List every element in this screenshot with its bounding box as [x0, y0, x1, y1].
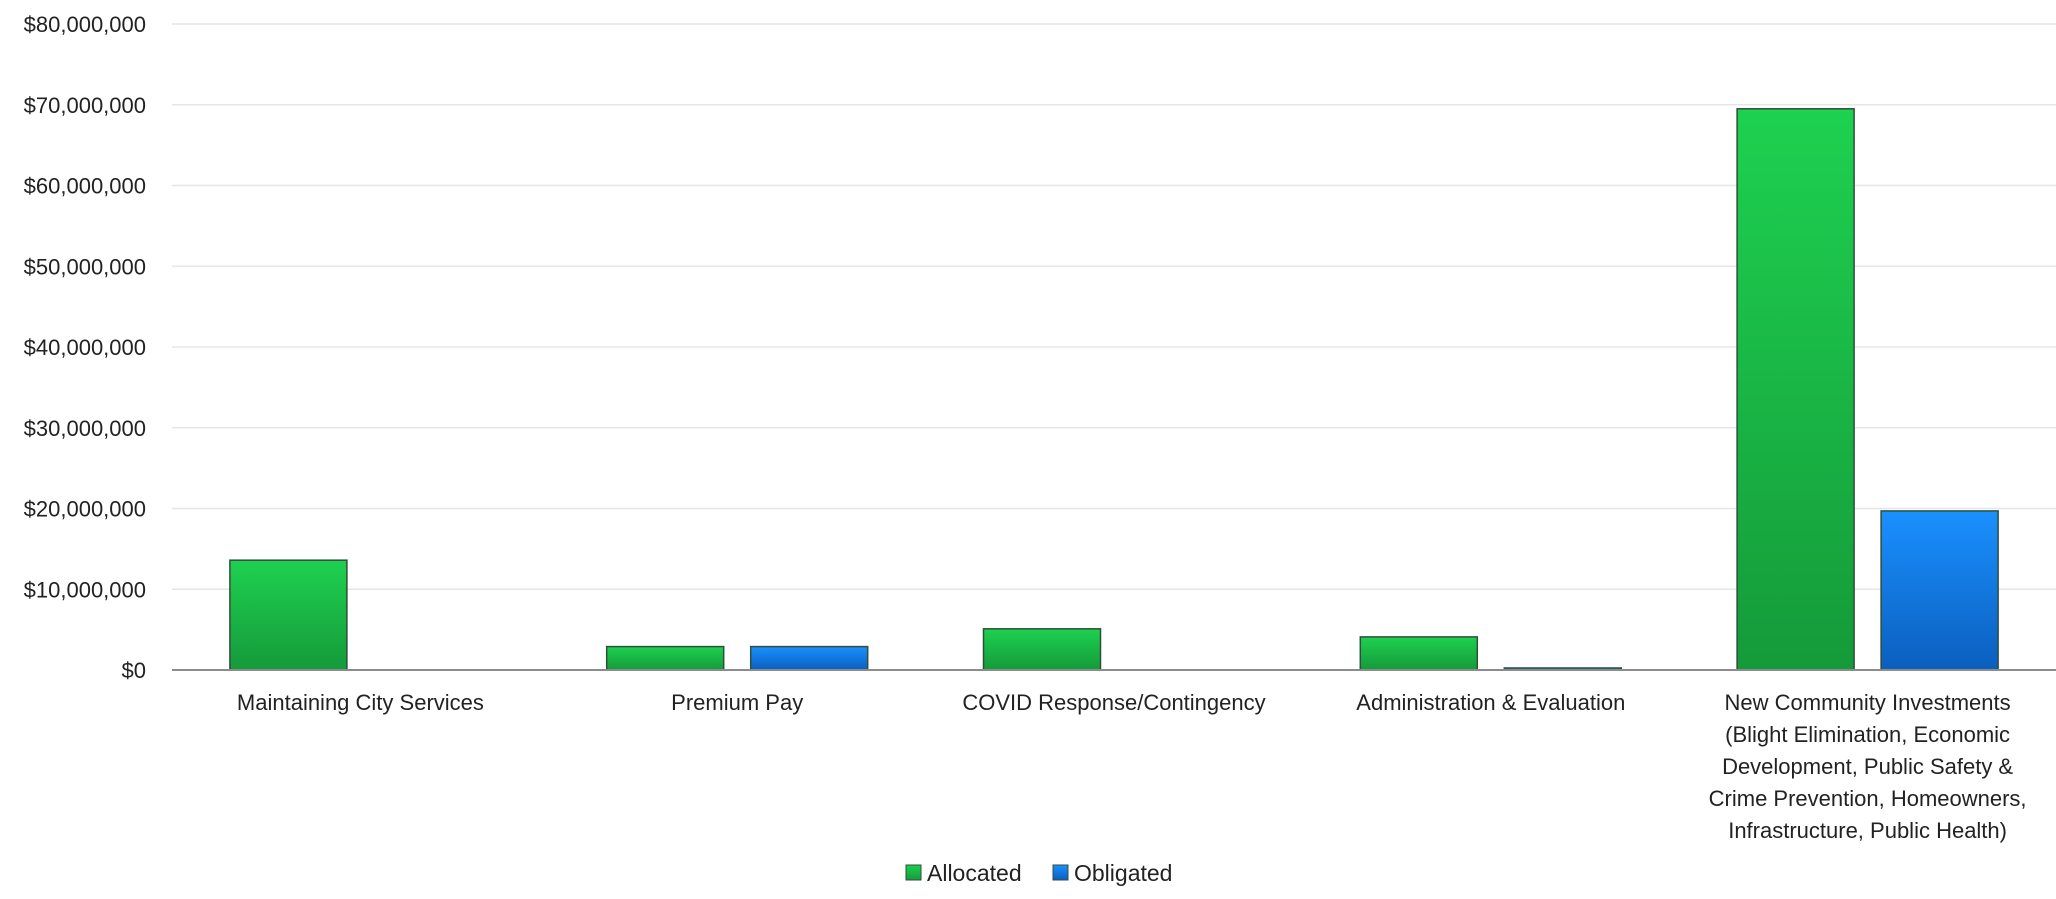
bar-allocated [982, 628, 1102, 671]
x-axis-category-labels: Maintaining City Services Premium Pay COVI… [237, 690, 2027, 843]
y-tick-label: $60,000,000 [24, 174, 146, 199]
x-category-label: Premium Pay [671, 690, 803, 715]
y-tick-label: $40,000,000 [24, 335, 146, 360]
legend-label-obligated: Obligated [1074, 860, 1172, 886]
x-category-label: COVID Response/Contingency [962, 690, 1265, 715]
y-tick-label: $20,000,000 [24, 497, 146, 522]
gridlines [172, 23, 2056, 590]
bar-allocated [1736, 108, 1855, 671]
legend-swatch-obligated [1052, 864, 1069, 881]
y-tick-label: $50,000,000 [24, 254, 146, 279]
y-tick-label: $70,000,000 [24, 93, 146, 118]
legend-swatch-allocated [905, 864, 922, 881]
x-category-label: Maintaining City Services [237, 690, 484, 715]
y-tick-label: $80,000,000 [24, 12, 146, 37]
legend-label-allocated: Allocated [927, 860, 1022, 886]
x-category-label: Administration & Evaluation [1356, 690, 1625, 715]
y-tick-label: $30,000,000 [24, 416, 146, 441]
bar-obligated [1880, 510, 1999, 671]
y-tick-label: $0 [122, 658, 146, 683]
x-category-label: New Community Investments (Blight Elimina… [1709, 690, 2027, 843]
y-tick-label: $10,000,000 [24, 577, 146, 602]
bar-allocated [229, 559, 348, 671]
y-axis-tick-labels: $0 $10,000,000 $20,000,000 $30,000,000 $40,0… [24, 12, 146, 683]
bar-obligated [749, 645, 869, 671]
bars [229, 108, 1999, 671]
legend: Allocated Obligated [905, 860, 1172, 886]
bar-allocated [605, 645, 725, 671]
bar-allocated [1359, 636, 1479, 671]
